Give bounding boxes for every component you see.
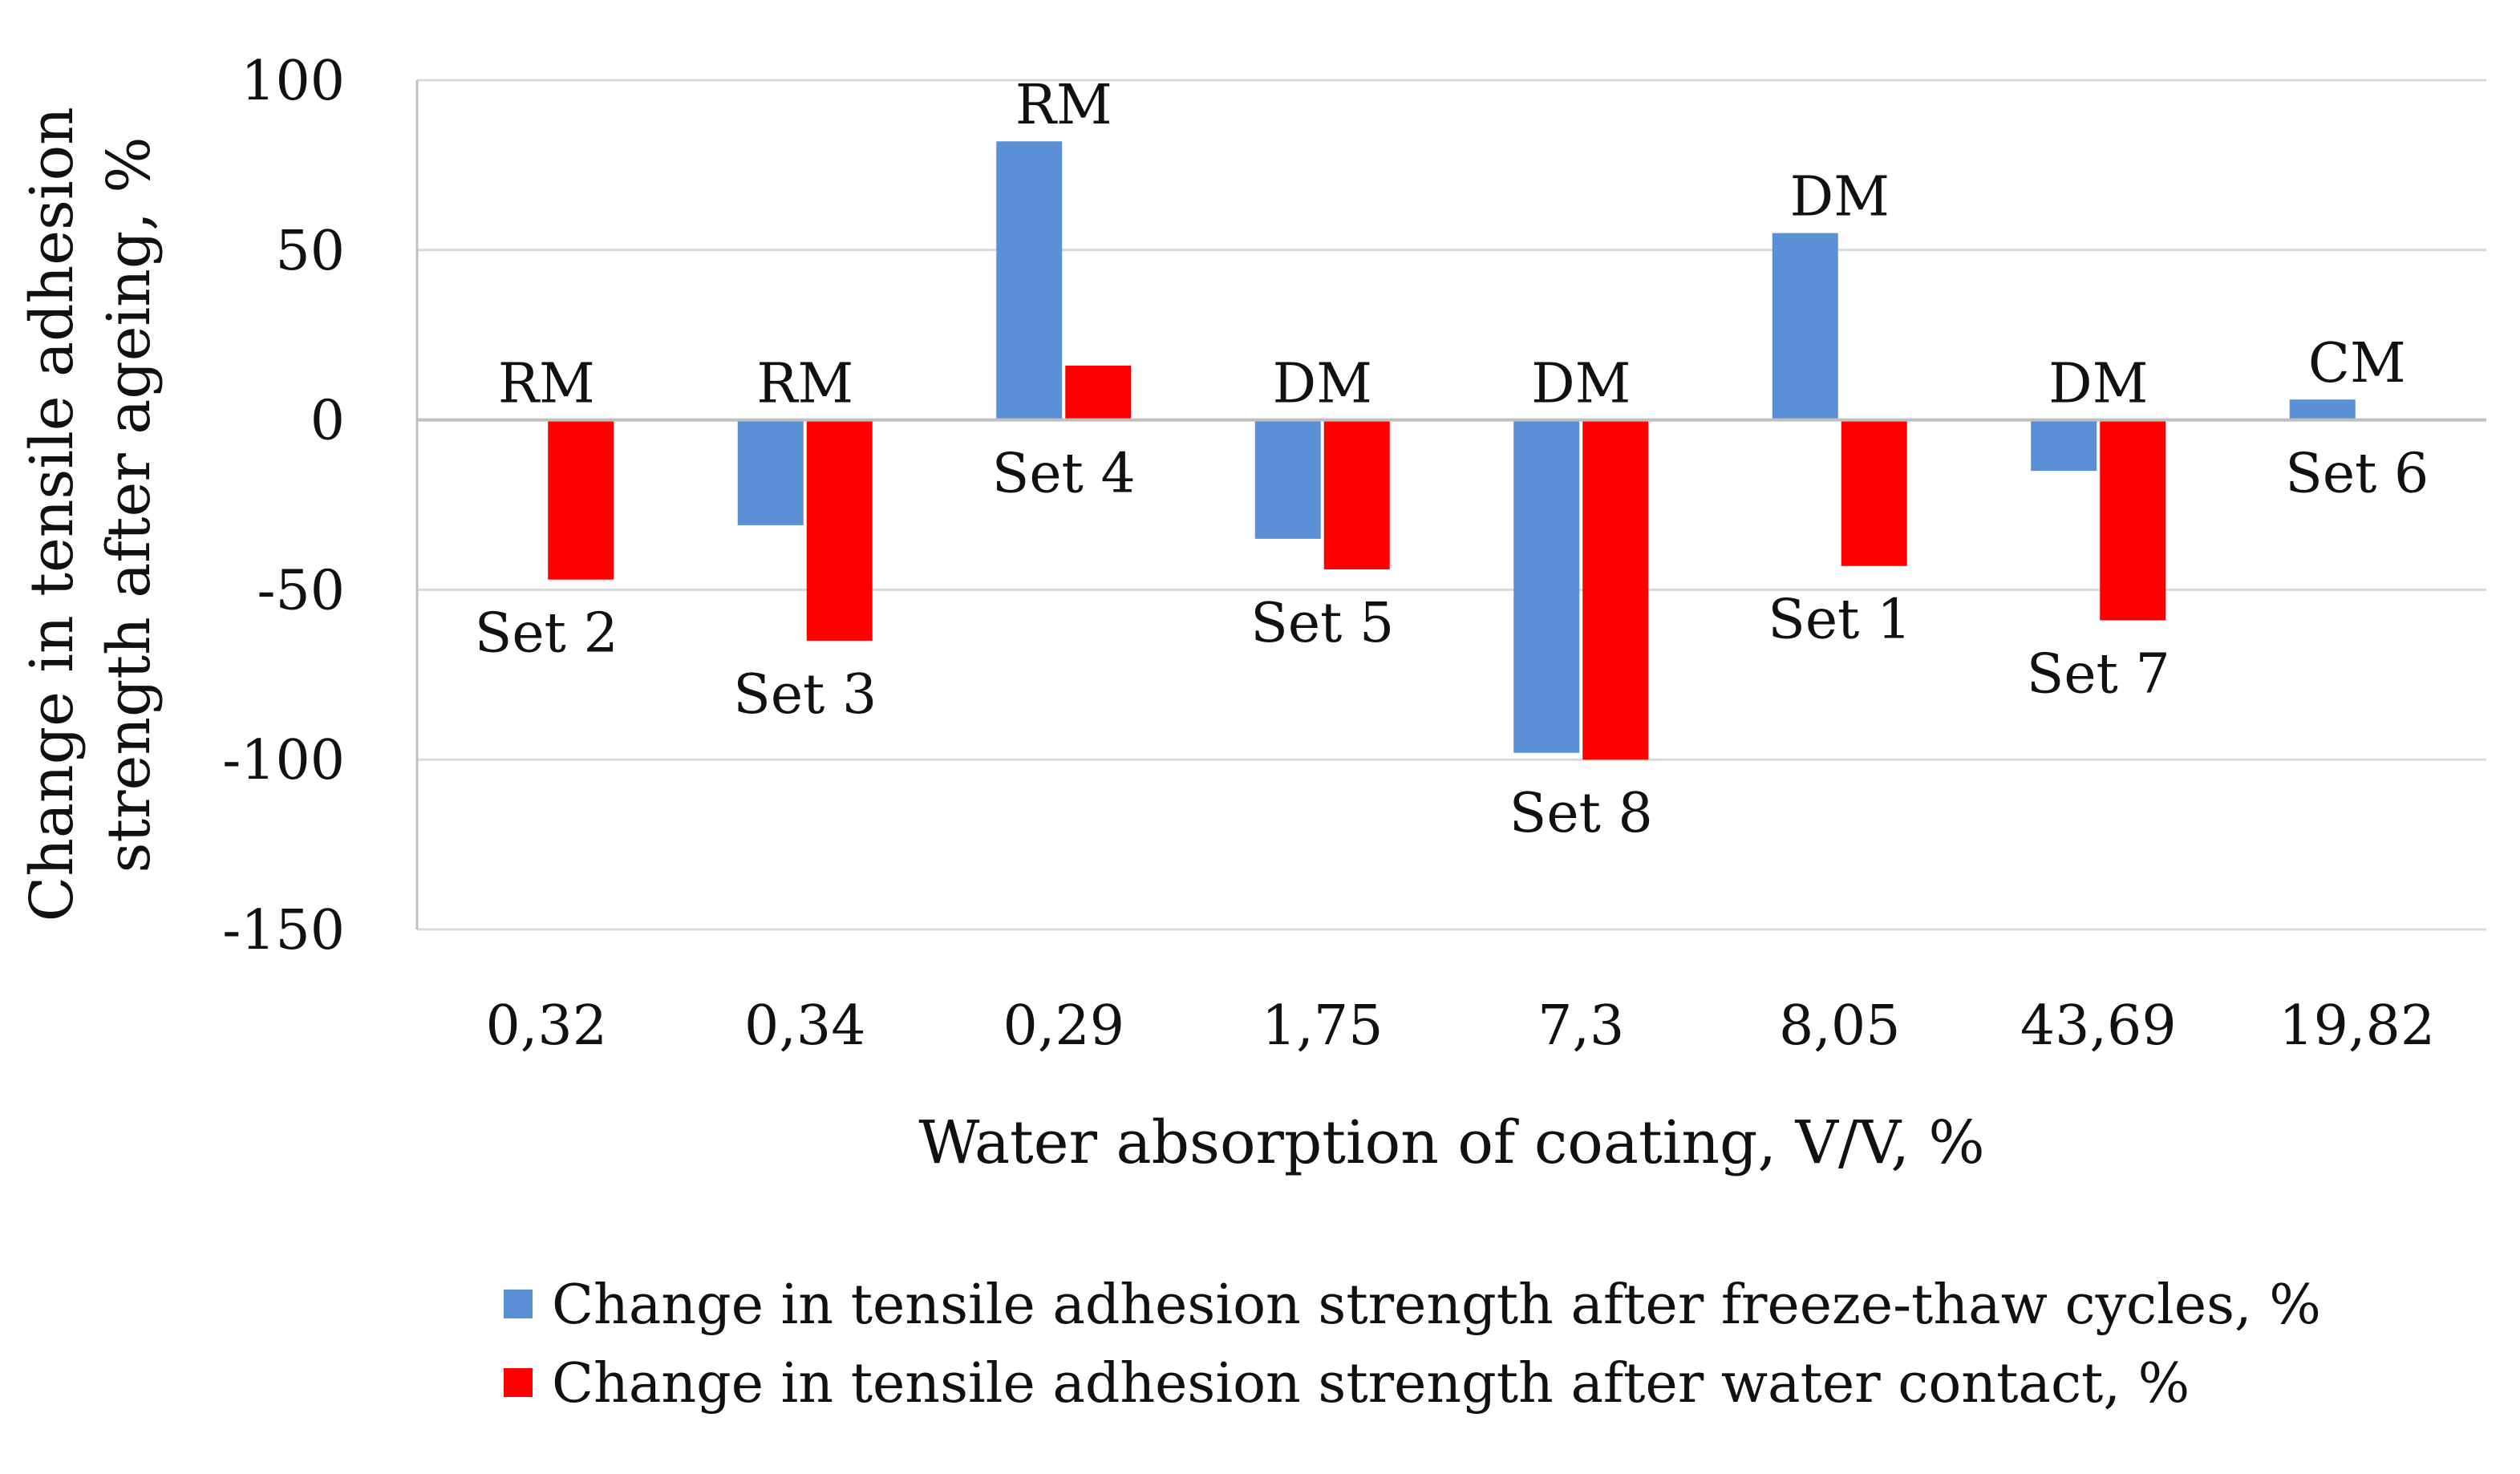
y-tick-label: 50: [275, 220, 345, 283]
set-label: Set 7: [2027, 643, 2170, 707]
legend-swatch: [504, 1368, 533, 1397]
mortar-type-label: RM: [1015, 74, 1112, 137]
set-label: Set 1: [1768, 589, 1911, 652]
annotations: RM Set 2 RM Set 3 RM Set 4 DM Set 5 DM Set 8 DM Set…: [475, 74, 2429, 845]
x-axis-title: Water absorption of coating, V/V, %: [918, 1108, 1984, 1177]
set-label: Set 3: [733, 663, 877, 727]
set-label: Set 4: [992, 443, 1136, 506]
legend: Change in tensile adhesion strength afte…: [504, 1274, 2321, 1415]
x-tick-label: 19,82: [2279, 994, 2435, 1058]
x-tick-label: 8,05: [1779, 994, 1900, 1058]
legend-entry: Change in tensile adhesion strength afte…: [552, 1352, 2190, 1415]
legend-swatch: [504, 1290, 533, 1318]
water-contact-bar: [548, 419, 614, 580]
mortar-type-label: DM: [1273, 353, 1372, 416]
y-tick-label: -50: [257, 559, 345, 622]
x-tick-labels: 0,32 0,34 0,29 1,75 7,3 8,05 43,69 19,82: [486, 994, 2436, 1058]
y-tick-label: 100: [241, 50, 345, 113]
y-tick-labels: 100 50 0 -50 -100 -150: [222, 50, 345, 962]
legend-entry: Change in tensile adhesion strength afte…: [552, 1274, 2321, 1337]
x-tick-label: 0,32: [486, 994, 607, 1058]
y-axis-title: Change in tensile adhesion strength afte…: [18, 88, 164, 922]
mortar-type-label: DM: [1790, 166, 1890, 229]
freeze-thaw-bar: [737, 419, 804, 525]
x-tick-label: 0,29: [1003, 994, 1124, 1058]
set-label: Set 6: [2285, 443, 2429, 506]
freeze-thaw-bar: [2031, 419, 2097, 472]
x-tick-label: 7,3: [1538, 994, 1624, 1058]
bars: [548, 141, 2356, 760]
mortar-type-label: CM: [2308, 332, 2406, 395]
y-tick-label: -150: [222, 899, 345, 962]
freeze-thaw-bar: [1254, 419, 1321, 539]
water-contact-bar: [2100, 419, 2166, 621]
mortar-type-label: RM: [498, 353, 595, 416]
grid-lines: [417, 79, 2486, 931]
set-label: Set 5: [1250, 592, 1394, 655]
freeze-thaw-bar: [1513, 419, 1580, 753]
freeze-thaw-bar: [2289, 399, 2356, 420]
y-tick-label: 0: [310, 390, 345, 453]
set-label: Set 2: [475, 602, 618, 666]
axes: [415, 80, 2486, 929]
set-label: Set 8: [1509, 782, 1653, 845]
freeze-thaw-bar: [996, 141, 1063, 420]
mortar-type-label: DM: [1531, 353, 1631, 416]
x-tick-label: 0,34: [744, 994, 865, 1058]
water-contact-bar: [1323, 419, 1390, 569]
freeze-thaw-bar: [1772, 233, 1838, 420]
water-contact-bar: [1841, 419, 1907, 566]
y-tick-label: -100: [222, 729, 345, 792]
mortar-type-label: DM: [2048, 353, 2148, 416]
mortar-type-label: RM: [756, 353, 853, 416]
water-contact-bar: [1582, 419, 1649, 760]
y-axis-title-line-1: Change in tensile adhesion: [18, 107, 87, 921]
x-tick-label: 43,69: [2020, 994, 2177, 1058]
y-axis-title-line-2: strength after ageing, %: [95, 136, 164, 873]
x-tick-label: 1,75: [1262, 994, 1383, 1058]
water-contact-bar: [806, 419, 873, 641]
water-contact-bar: [1065, 365, 1132, 420]
